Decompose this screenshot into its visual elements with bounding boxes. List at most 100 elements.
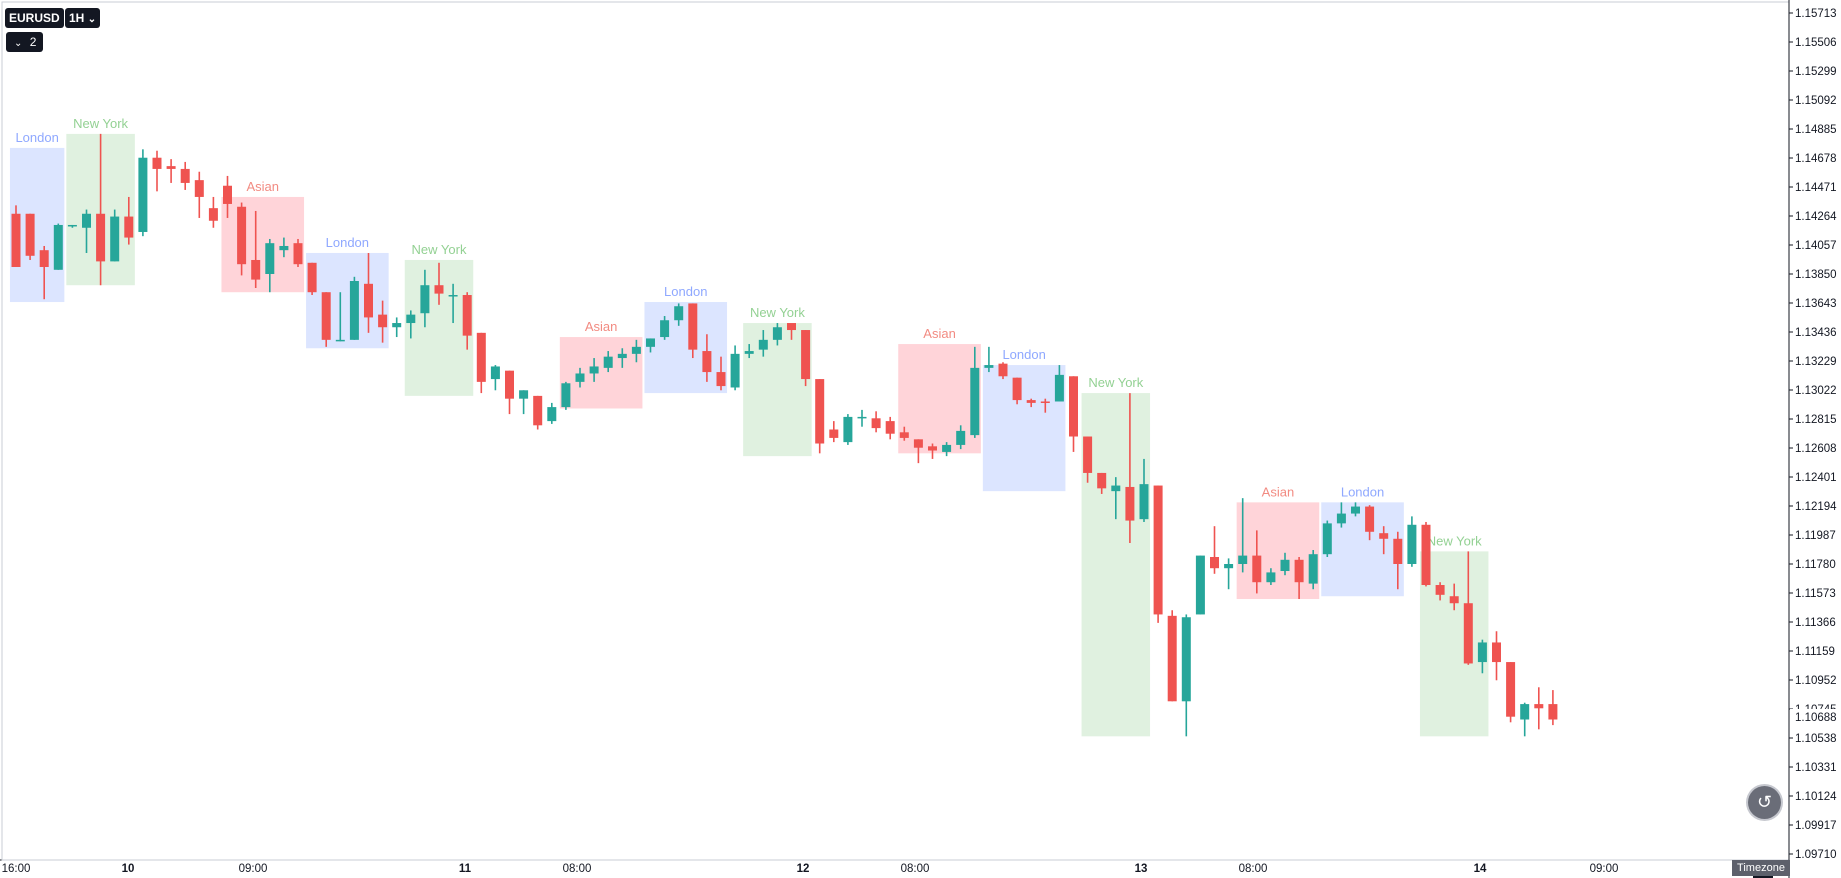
candle	[1477, 639, 1487, 674]
y-tick-label: 1.15299	[1795, 66, 1837, 78]
candle-body	[208, 208, 218, 221]
timezone-button[interactable]: Timezone	[1732, 860, 1790, 876]
candle	[378, 300, 388, 343]
candle-body	[406, 314, 416, 324]
session-label: London	[326, 235, 369, 250]
candle	[448, 283, 458, 324]
reset-chart-button[interactable]: ↺	[1748, 786, 1781, 819]
candle-body	[801, 330, 811, 380]
candle-body	[152, 157, 162, 169]
candle-body	[1026, 400, 1036, 403]
candle	[899, 426, 909, 441]
candle-body	[378, 314, 388, 328]
candle	[1548, 690, 1558, 726]
session-label: London	[1002, 347, 1045, 362]
session-asian: Asian	[559, 319, 643, 409]
candle-body	[1435, 585, 1445, 595]
y-tick-label: 1.15713	[1795, 8, 1837, 20]
y-tick-label: 1.11366	[1795, 617, 1836, 629]
candle-body	[1153, 485, 1163, 615]
candle	[39, 245, 49, 300]
candle-body	[364, 283, 373, 318]
x-tick-label: 11	[459, 863, 472, 875]
y-tick-label: 1.13436	[1795, 327, 1837, 339]
candle	[1520, 702, 1530, 737]
candle	[335, 292, 345, 342]
indicators-toggle[interactable]: ⌄ 2	[6, 32, 43, 52]
candle	[1224, 558, 1234, 590]
candle-body	[490, 366, 500, 380]
y-tick-label: 1.13643	[1795, 298, 1837, 310]
candle-body	[138, 157, 148, 232]
candle	[82, 209, 91, 253]
y-tick-label: 1.14057	[1795, 240, 1837, 252]
candle-body	[1125, 486, 1135, 521]
candle	[1294, 556, 1304, 600]
candle-body	[448, 295, 458, 297]
candle-body	[307, 262, 317, 293]
candle-body	[533, 395, 543, 426]
candle	[843, 414, 853, 445]
candle	[1534, 687, 1544, 730]
candle-body	[110, 216, 120, 262]
session-label: Asian	[1262, 484, 1295, 499]
candle-body	[39, 250, 49, 267]
session-box	[306, 252, 389, 349]
price-axis[interactable]: 1.15713 1.15506 1.15299 1.15092 1.14885 1.146…	[1789, 8, 1841, 861]
candle	[194, 171, 204, 218]
candle	[67, 224, 77, 228]
candle-body	[434, 285, 444, 294]
y-tick-label: 1.10952	[1795, 675, 1837, 687]
y-tick-label: 1.14471	[1795, 182, 1837, 194]
candle-body	[180, 168, 190, 183]
candle	[1492, 631, 1501, 681]
symbol-button[interactable]: EURUSD	[5, 8, 64, 28]
candle-body	[1449, 596, 1459, 604]
candle	[279, 237, 289, 258]
candle-body	[237, 206, 247, 265]
candle-body	[1280, 559, 1290, 572]
interval-button[interactable]: 1H ⌄	[65, 8, 101, 28]
candle-body	[53, 224, 63, 270]
candle-body	[913, 439, 923, 448]
session-london: London	[1321, 484, 1404, 597]
candle-body	[674, 306, 684, 321]
candle-body	[1534, 704, 1544, 709]
candle-body	[660, 320, 670, 338]
candle-body	[589, 366, 599, 374]
y-tick-label: 1.12194	[1795, 501, 1837, 513]
candle	[1435, 582, 1445, 601]
candle	[1210, 526, 1219, 574]
candle	[561, 381, 571, 410]
candle	[490, 365, 500, 391]
candle	[1449, 583, 1459, 611]
candle	[998, 362, 1008, 380]
session-label: Asian	[923, 326, 956, 341]
candle-body	[505, 370, 514, 399]
last-price-label: 1.10688	[1795, 712, 1837, 724]
candle	[928, 443, 937, 459]
candle	[702, 334, 712, 382]
chevron-down-icon: ⌄	[14, 38, 23, 49]
candle	[1026, 398, 1036, 408]
time-axis[interactable]: 16:00 10 09:00 11 08:00 12 08:00 13 08:00 14 09:00	[0, 859, 1789, 875]
y-tick-label: 1.11159	[1795, 646, 1835, 658]
candle-body	[194, 180, 204, 197]
candle-body	[885, 421, 895, 434]
candle	[180, 161, 190, 190]
session-label: New York	[1088, 375, 1143, 390]
candle	[1365, 505, 1375, 541]
x-tick-label: 09:00	[239, 863, 268, 875]
session-box	[644, 302, 728, 394]
x-tick-label: 12	[797, 863, 810, 875]
candle	[631, 339, 641, 363]
session-boxes: London New York Asian London New York Asian Lo…	[9, 116, 1489, 737]
candle-body	[575, 373, 585, 382]
candle	[716, 356, 726, 391]
candle	[152, 150, 162, 192]
candle	[589, 358, 599, 382]
candle-body	[265, 243, 275, 274]
plot-frame	[1, 1, 1790, 861]
candle-body	[1336, 513, 1346, 524]
